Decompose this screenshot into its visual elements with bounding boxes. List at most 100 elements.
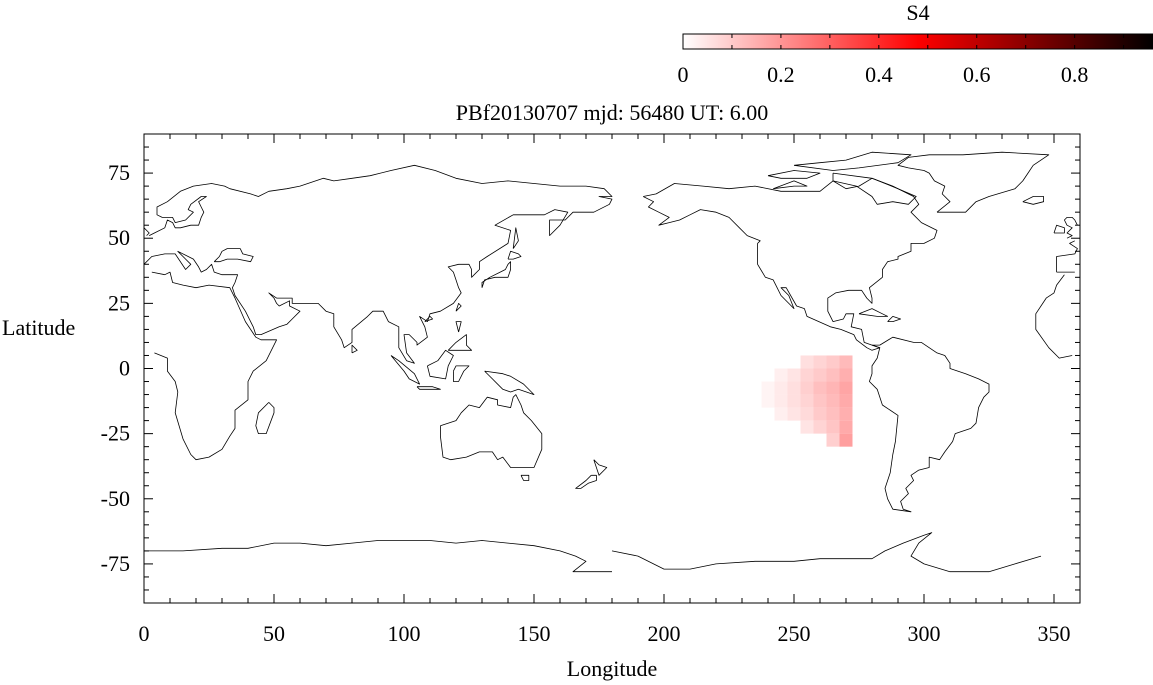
- y-tick-label: 75: [108, 160, 130, 185]
- coastline-32: [144, 532, 1042, 573]
- heat-cell-22: [826, 355, 840, 369]
- y-tick-labels: 75 50 25 0 -25 -50 -75: [101, 160, 130, 576]
- x-tick-label: 150: [518, 621, 551, 646]
- colorbar-tick-labels: 0 0.2 0.4 0.6 0.8: [678, 62, 1089, 87]
- coastline-21: [593, 459, 608, 476]
- coastline-31: [887, 316, 901, 322]
- coastline-outlines: [143, 151, 1078, 573]
- coastline-27: [793, 151, 912, 171]
- colorbar-tick-label: 0.4: [865, 62, 893, 87]
- x-tick-label: 300: [908, 621, 941, 646]
- coastline-28: [767, 170, 821, 179]
- coastline-14: [427, 349, 454, 380]
- heat-cell-5: [774, 407, 788, 421]
- coastline-15: [453, 365, 470, 382]
- coastline-19: [440, 394, 543, 468]
- colorbar-ticks: [731, 34, 1125, 49]
- heat-cell-7: [787, 381, 801, 395]
- y-tick-label: 25: [108, 290, 130, 315]
- y-tick-label: 50: [108, 225, 130, 250]
- coastline-3: [143, 217, 1078, 239]
- heat-cell-20: [813, 407, 827, 421]
- heat-cell-9: [787, 407, 801, 421]
- heat-cell-0: [761, 381, 775, 395]
- y-axis-label: Latitude: [2, 315, 75, 340]
- heat-cell-25: [826, 394, 840, 408]
- map-title: PBf20130707 mjd: 56480 UT: 6.00: [456, 100, 768, 125]
- coastline-5: [1022, 196, 1044, 205]
- coastline-29: [773, 180, 808, 190]
- heat-cell-29: [839, 355, 853, 369]
- colorbar-tick-label: 0.6: [963, 62, 991, 87]
- coastline-22: [575, 474, 597, 489]
- heat-cell-33: [839, 407, 853, 421]
- heat-cell-34: [839, 420, 853, 434]
- colorbar-tick-label: 0.8: [1061, 62, 1089, 87]
- coastline-6: [481, 261, 511, 288]
- y-tick-label: 0: [119, 356, 130, 381]
- heat-cell-12: [800, 381, 814, 395]
- coastline-17: [447, 334, 472, 351]
- heat-cell-4: [774, 394, 788, 408]
- x-tick-label: 0: [139, 621, 150, 646]
- y-tick-label: -25: [101, 421, 130, 446]
- heat-cell-19: [813, 394, 827, 408]
- coastline-9: [455, 303, 462, 312]
- x-tick-label: 100: [388, 621, 421, 646]
- colorbar-tick-label: 0.2: [767, 62, 795, 87]
- coastline-23: [643, 177, 938, 351]
- x-tick-label: 350: [1038, 621, 1071, 646]
- s4-heatmap-cells: [761, 355, 853, 447]
- coastline-25: [897, 151, 1050, 213]
- x-tick-label: 250: [778, 621, 811, 646]
- coastline-33: [255, 402, 275, 434]
- heat-cell-24: [826, 381, 840, 395]
- axis-ticks: [143, 133, 1081, 604]
- heat-cell-13: [800, 394, 814, 408]
- heat-cell-21: [813, 420, 827, 434]
- coastline-16: [484, 370, 535, 395]
- colorbar-label: S4: [906, 0, 929, 25]
- heat-cell-26: [826, 407, 840, 421]
- heat-cell-23: [826, 368, 840, 382]
- heat-cell-8: [787, 394, 801, 408]
- heat-cell-17: [813, 368, 827, 382]
- heat-cell-16: [813, 355, 827, 369]
- coastline-30: [858, 308, 888, 317]
- heat-cell-2: [774, 368, 788, 382]
- coastline-26: [832, 172, 917, 205]
- colorbar-tick-label: 0: [678, 62, 689, 87]
- heat-cell-15: [800, 420, 814, 434]
- coastline-11: [351, 344, 358, 354]
- coastline-24: [869, 336, 990, 513]
- heat-cell-14: [800, 407, 814, 421]
- heat-cell-1: [761, 394, 775, 408]
- heat-cell-3: [774, 381, 788, 395]
- coastline-13: [416, 386, 441, 390]
- heat-cell-35: [839, 433, 853, 447]
- heat-cell-6: [787, 368, 801, 382]
- colorbar: [682, 33, 1153, 50]
- x-tick-label: 200: [648, 621, 681, 646]
- coastline-20: [520, 474, 530, 481]
- coastline-0: [151, 271, 1073, 461]
- x-tick-labels: 0 50 100 150 200 250 300 350: [139, 621, 1071, 646]
- heat-cell-30: [839, 368, 853, 382]
- y-tick-label: -75: [101, 551, 130, 576]
- heat-cell-28: [826, 433, 840, 447]
- coastline-8: [512, 227, 519, 249]
- y-tick-label: -50: [101, 486, 130, 511]
- heat-cell-32: [839, 394, 853, 408]
- coastline-18: [455, 321, 462, 333]
- x-axis-label: Longitude: [567, 656, 657, 681]
- coastline-1: [143, 164, 1078, 364]
- heat-cell-18: [813, 381, 827, 395]
- heat-cell-10: [800, 355, 814, 369]
- heat-cell-27: [826, 420, 840, 434]
- heat-cell-11: [800, 368, 814, 382]
- coastline-10: [424, 316, 433, 322]
- coastline-2: [213, 248, 254, 263]
- coastline-4: [1053, 224, 1065, 234]
- coastline-12: [390, 355, 420, 385]
